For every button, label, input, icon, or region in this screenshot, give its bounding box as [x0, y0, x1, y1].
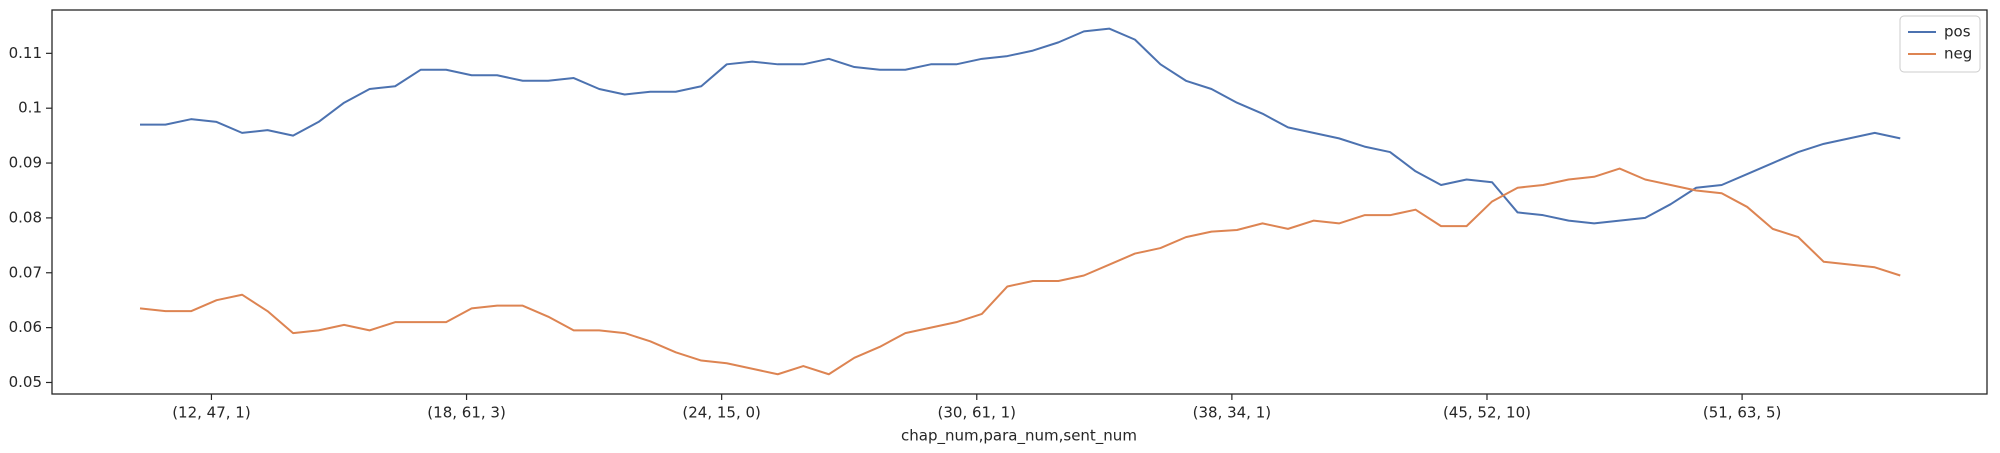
y-tick-label: 0.06 [9, 318, 42, 336]
x-tick-label: (51, 63, 5) [1703, 404, 1782, 422]
y-tick-label: 0.11 [9, 44, 42, 62]
x-axis-label: chap_num,para_num,sent_num [901, 427, 1137, 446]
legend-label: neg [1944, 45, 1972, 63]
legend-box [1899, 15, 1981, 73]
legend: pos neg [1899, 15, 1981, 73]
series-line [140, 27, 1901, 225]
y-tick-label: 0.07 [9, 263, 42, 281]
x-tick-label: (38, 34, 1) [1193, 404, 1272, 422]
x-tick-label: (18, 61, 3) [427, 404, 506, 422]
y-tick-label: 0.1 [18, 99, 42, 117]
plot-frame [51, 9, 1988, 395]
x-tick-label: (12, 47, 1) [172, 404, 251, 422]
series-line [139, 167, 1901, 376]
x-tick-label: (24, 15, 0) [682, 404, 761, 422]
y-tick-label: 0.05 [9, 373, 42, 391]
y-tick-label: 0.09 [9, 154, 42, 172]
y-tick-label: 0.08 [9, 208, 42, 226]
x-tick-label: (30, 61, 1) [938, 404, 1017, 422]
x-tick-label: (45, 52, 10) [1443, 404, 1531, 422]
legend-label: pos [1944, 23, 1971, 41]
